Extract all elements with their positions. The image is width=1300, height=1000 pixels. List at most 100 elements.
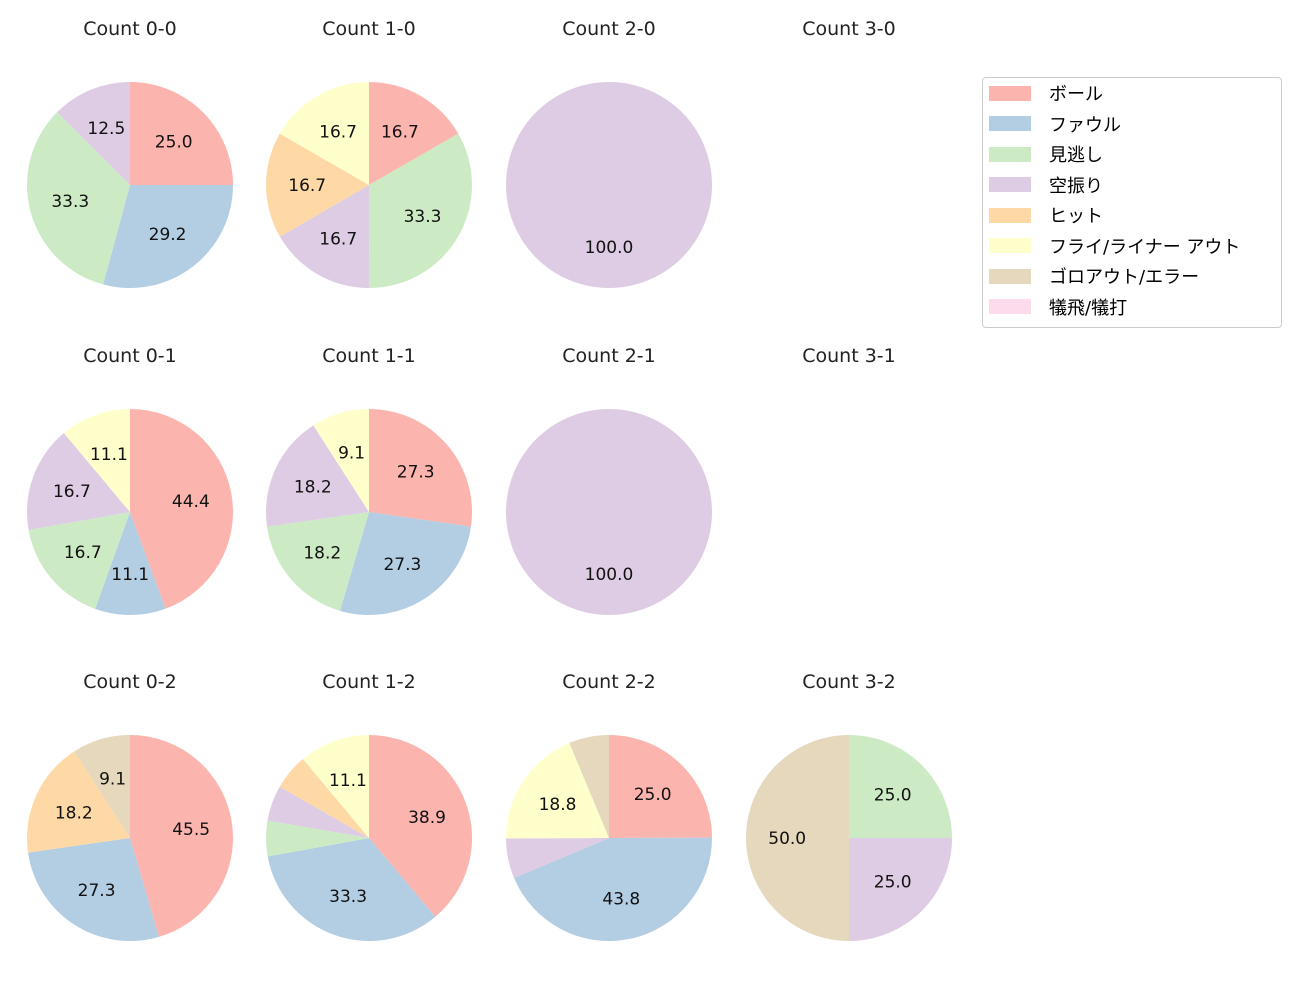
legend-swatch	[989, 238, 1031, 253]
pie-title: Count 1-1	[322, 345, 416, 367]
pie-slice-フライ/ライナー アウト	[279, 82, 369, 185]
pie-slice-空振り	[267, 786, 369, 838]
pie-slice-ファウル	[95, 512, 166, 615]
legend-label: フライ/ライナー アウト	[1049, 236, 1241, 258]
pie-slice-ヒット	[266, 133, 369, 237]
pie-slice-ボール	[369, 82, 459, 185]
pie-title: Count 3-2	[802, 671, 896, 693]
slice-label: 38.9	[408, 808, 446, 828]
pie-slice-空振り	[266, 425, 369, 527]
slice-label: 33.3	[404, 207, 442, 227]
pie-slice-フライ/ライナー アウト	[506, 742, 609, 839]
slice-label: 16.7	[53, 482, 91, 502]
legend-label: ボール	[1049, 84, 1103, 105]
pie-slice-フライ/ライナー アウト	[313, 409, 369, 512]
slice-label: 33.3	[329, 887, 367, 907]
pie-slice-ファウル	[514, 837, 712, 942]
pie-title: Count 2-2	[562, 671, 656, 693]
pie-slice-ゴロアウト/エラー	[569, 735, 609, 838]
pie-title: Count 0-2	[83, 671, 177, 693]
slice-label: 25.0	[874, 873, 912, 893]
legend: ボールファウル見逃し空振りヒットフライ/ライナー アウト ゴロアウト/エラー 犠飛/…	[982, 77, 1282, 328]
slice-label: 27.3	[397, 463, 435, 483]
pie-title: Count 3-0	[802, 18, 896, 40]
slice-label: 50.0	[768, 829, 806, 849]
slice-label: 11.1	[111, 565, 149, 585]
pie-slice-ファウル	[267, 838, 436, 942]
slice-label: 29.2	[149, 225, 187, 245]
legend-label: ファウル	[1049, 114, 1121, 136]
pie-slice-ファウル	[28, 838, 160, 941]
slice-label: 9.1	[99, 770, 126, 790]
pie-title: Count 1-2	[322, 671, 416, 693]
legend-swatch	[989, 177, 1031, 192]
legend-entry: 見逃し	[989, 144, 1103, 166]
slice-label: 44.4	[172, 492, 210, 512]
pie-title: Count 1-0	[322, 18, 416, 40]
pie-slice-空振り	[57, 82, 131, 185]
slice-label: 18.2	[294, 477, 332, 497]
pie-slice-空振り	[506, 82, 712, 288]
pie-slice-空振り	[506, 838, 609, 878]
pie-slice-ファウル	[103, 185, 233, 288]
pie-slice-空振り	[506, 409, 712, 615]
pie-title: Count 0-1	[83, 345, 177, 367]
pie-slice-見逃し	[28, 512, 130, 609]
pie-slice-空振り	[26, 433, 131, 531]
legend-entry: ボール	[989, 83, 1103, 105]
legend-swatch	[989, 268, 1031, 284]
legend-label: ゴロアウト/エラー	[1049, 267, 1200, 288]
slice-label: 25.0	[874, 785, 912, 805]
slice-label: 45.5	[172, 820, 210, 840]
slice-label: 18.2	[55, 803, 93, 823]
slice-label: 12.5	[87, 119, 125, 139]
legend-swatch	[989, 146, 1031, 162]
legend-swatch	[989, 207, 1031, 223]
pie-slice-フライ/ライナー アウト	[302, 735, 369, 838]
legend-label: 犠飛/犠打	[1049, 297, 1128, 319]
pie-title: Count 2-0	[562, 18, 656, 40]
slice-label: 18.2	[303, 543, 341, 563]
pie-title: Count 2-1	[562, 345, 656, 367]
slice-label: 16.7	[64, 543, 102, 563]
legend-entry: ヒット	[989, 205, 1103, 227]
pie-slice-ボール	[130, 735, 233, 937]
slice-label: 16.7	[288, 176, 326, 196]
pie-slice-ボール	[369, 735, 473, 917]
legend-swatch	[989, 116, 1031, 131]
legend-swatch	[989, 85, 1031, 101]
pie-slice-ボール	[130, 82, 233, 185]
pie-slice-ボール	[609, 735, 712, 838]
legend-entry: フライ/ライナー アウト	[989, 236, 1241, 258]
pie-slice-フライ/ライナー アウト	[63, 409, 130, 512]
slice-label: 25.0	[155, 132, 193, 152]
legend-entry: 空振り	[989, 175, 1103, 197]
legend-swatch	[989, 299, 1031, 314]
pie-title: Count 3-1	[802, 345, 896, 367]
pie-slice-ゴロアウト/エラー	[746, 735, 849, 941]
pie-slice-空振り	[849, 838, 952, 941]
legend-entry: ファウル	[989, 114, 1121, 136]
slice-label: 27.3	[78, 881, 116, 901]
legend-entry: ゴロアウト/エラー	[989, 266, 1200, 288]
pie-slice-ゴロアウト/エラー	[74, 735, 130, 838]
slice-label: 11.1	[329, 771, 367, 791]
legend-entry: 犠飛/犠打	[989, 297, 1128, 319]
legend-label: 見逃し	[1049, 145, 1103, 166]
slice-label: 100.0	[585, 238, 634, 258]
slice-label: 11.1	[90, 445, 128, 465]
slice-label: 43.8	[602, 890, 640, 910]
slice-label: 33.3	[51, 192, 89, 212]
pie-slice-見逃し	[849, 735, 952, 838]
slice-label: 100.0	[585, 565, 634, 585]
slice-label: 16.7	[381, 122, 419, 142]
slice-label: 25.0	[634, 785, 672, 805]
pie-slice-見逃し	[267, 512, 369, 611]
slice-label: 9.1	[338, 444, 365, 464]
legend-label: ヒット	[1049, 206, 1103, 227]
slice-label: 16.7	[319, 122, 357, 142]
pie-slice-ボール	[130, 409, 233, 609]
pie-slice-ファウル	[339, 512, 471, 615]
